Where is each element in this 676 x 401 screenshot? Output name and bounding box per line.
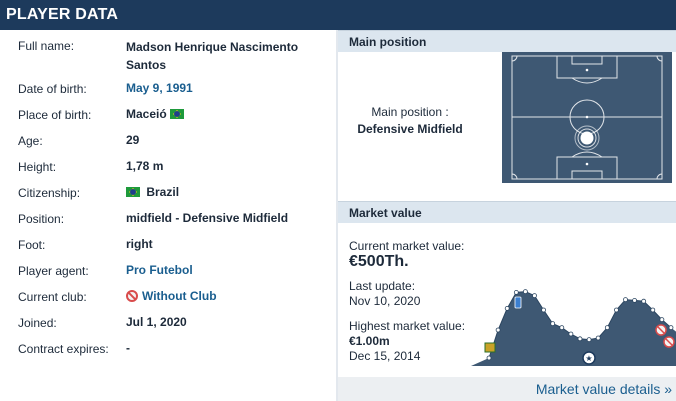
market-value-point-7[interactable] [550, 321, 556, 326]
market-value-point-4[interactable] [523, 289, 528, 294]
current-market-value: €500Th. [349, 253, 409, 270]
current-club-text: Without Club [142, 289, 217, 303]
market-value-area [471, 291, 676, 366]
main-position-value: Defensive Midfield [357, 122, 463, 136]
market-value-point-10[interactable] [577, 336, 583, 342]
market-value-point-9[interactable] [568, 331, 574, 337]
label-place-of-birth: Place of birth: [18, 108, 92, 122]
highest-market-value-date: Dec 15, 2014 [349, 349, 421, 363]
club-crest-icon-start [484, 342, 496, 353]
date-of-birth-link[interactable]: May 9, 1991 [126, 81, 193, 95]
player-data-header: PLAYER DATA [0, 0, 676, 30]
market-value-details-bar: Market value details » [338, 377, 676, 401]
market-value-point-18[interactable] [650, 307, 656, 313]
market-value-details-link[interactable]: Market value details » [535, 381, 672, 397]
market-value-point-11[interactable] [586, 337, 592, 342]
market-value-header: Market value [338, 201, 676, 223]
svg-text:★: ★ [585, 354, 592, 363]
value-contract-expires: - [126, 341, 130, 355]
label-full-name: Full name: [18, 39, 75, 53]
highest-market-value-label: Highest market value: [349, 319, 466, 333]
market-value-point-13[interactable] [604, 325, 610, 330]
value-citizenship: Brazil [126, 183, 326, 201]
player-agent-link[interactable]: Pro Futebol [126, 263, 193, 277]
highest-market-value: €1.00m [349, 334, 390, 348]
value-height: 1,78 m [126, 159, 164, 173]
star-marker-icon: ★ [582, 351, 596, 365]
label-joined: Joined: [18, 316, 57, 330]
market-value-point-0[interactable] [486, 355, 492, 361]
label-foot: Foot: [18, 238, 46, 252]
market-value-point-1[interactable] [495, 327, 501, 333]
place-of-birth-text: Maceió [126, 107, 167, 121]
label-age: Age: [18, 134, 43, 148]
brazil-flag-icon [169, 109, 184, 119]
market-value-point-14[interactable] [613, 307, 619, 313]
value-full-name: Madson Henrique Nascimento Santos [126, 40, 299, 72]
market-value-title: Market value [349, 206, 422, 220]
market-value-point-8[interactable] [559, 325, 565, 330]
brazil-flag-icon [126, 187, 140, 197]
label-current-club: Current club: [18, 290, 87, 304]
market-value-point-6[interactable] [541, 307, 546, 313]
value-position: midfield - Defensive Midfield [126, 211, 289, 225]
player-data-title: PLAYER DATA [6, 6, 119, 23]
main-position-title: Main position [349, 35, 427, 49]
pitch-diagram [502, 52, 672, 183]
last-update-date: Nov 10, 2020 [349, 294, 421, 308]
label-height: Height: [18, 160, 57, 174]
label-contract-expires: Contract expires: [18, 342, 109, 356]
last-update-label: Last update: [349, 279, 416, 293]
club-crest-icon-peak [514, 296, 522, 309]
main-position-header: Main position [338, 30, 676, 52]
market-value-point-15[interactable] [623, 297, 628, 302]
player-info-panel: Full name: Madson Henrique Nascimento Sa… [0, 30, 336, 401]
without-club-icon [126, 290, 138, 302]
market-value-point-17[interactable] [641, 298, 647, 304]
current-market-value-label: Current market value: [349, 239, 465, 253]
label-date-of-birth: Date of birth: [18, 82, 87, 96]
citizenship-text: Brazil [146, 185, 180, 199]
current-club-link[interactable]: Without Club [126, 287, 326, 305]
label-player-agent: Player agent: [18, 264, 89, 278]
market-value-point-5[interactable] [532, 293, 537, 298]
panel-divider [336, 30, 338, 401]
value-age: 29 [126, 133, 140, 147]
market-value-point-19[interactable] [659, 317, 665, 322]
main-position-label: Main position : [371, 105, 449, 119]
market-value-point-16[interactable] [632, 298, 638, 303]
position-marker-icon [574, 125, 600, 151]
market-value-point-2[interactable] [504, 306, 510, 311]
label-position: Position: [18, 212, 65, 226]
value-foot: right [126, 237, 153, 251]
market-value-point-3[interactable] [513, 290, 519, 295]
without-club-icon-chart [655, 324, 675, 348]
market-value-point-12[interactable] [595, 335, 601, 341]
market-value-point-20[interactable] [668, 325, 674, 330]
value-joined: Jul 1, 2020 [126, 315, 187, 329]
value-place-of-birth: Maceió [126, 105, 326, 123]
side-panel: Main position Main position : Defensive … [338, 30, 676, 401]
label-citizenship: Citizenship: [18, 186, 81, 200]
market-value-chart[interactable]: ★ [471, 249, 676, 369]
